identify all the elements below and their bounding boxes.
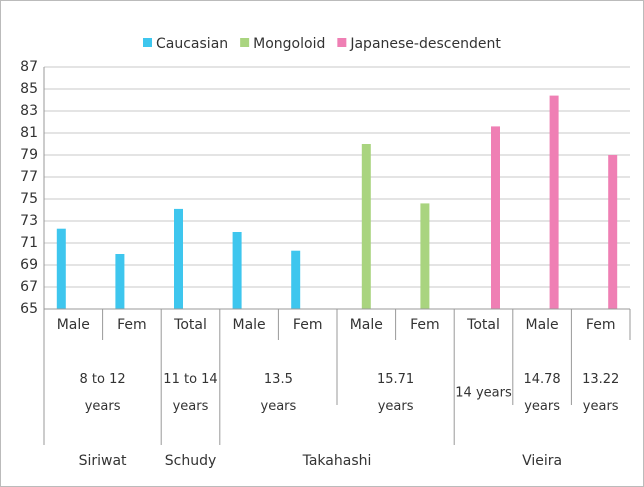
y-tick-label: 79 — [20, 147, 38, 163]
bar — [608, 155, 618, 309]
x-tick-label: Fem — [117, 317, 147, 333]
y-tick-label: 71 — [20, 235, 38, 251]
age-group-label: 13.5 years — [260, 372, 297, 414]
bar — [491, 126, 500, 310]
y-tick-label: 77 — [20, 169, 38, 185]
x-tick-label: Fem — [586, 317, 616, 333]
y-tick-label: 73 — [20, 213, 38, 229]
x-tick-label: Male — [526, 317, 559, 333]
legend-swatch — [143, 38, 152, 47]
y-tick-label: 75 — [20, 191, 38, 207]
age-group-label: 14 years — [455, 385, 512, 401]
legend-label: Caucasian — [156, 36, 228, 52]
legend-swatch — [240, 38, 250, 47]
x-tick-label: Male — [233, 317, 266, 333]
legend-swatch — [337, 38, 347, 47]
age-group-label: 11 to 14 years — [163, 372, 218, 414]
x-tick-label: Total — [173, 317, 207, 333]
x-tick-label: Fem — [410, 317, 440, 333]
bar — [56, 228, 66, 309]
y-tick-label: 81 — [20, 125, 38, 141]
bar — [549, 95, 559, 309]
age-group-label: 15.71 years — [376, 372, 415, 414]
bar — [291, 250, 301, 309]
bar — [232, 232, 242, 309]
study-label: Vieira — [522, 453, 562, 469]
y-tick-label: 83 — [20, 103, 38, 119]
legend-label: Mongoloid — [253, 36, 325, 52]
bar — [420, 203, 430, 309]
study-label: Schudy — [165, 453, 217, 469]
age-group-label: 8 to 12 years — [79, 372, 126, 414]
bar — [361, 144, 371, 309]
age-group-label: 13.22 years — [582, 372, 620, 414]
y-tick-label: 67 — [20, 279, 38, 295]
study-label: Takahashi — [302, 453, 372, 469]
x-tick-label: Male — [350, 317, 383, 333]
legend-label: Japanese-descendent — [349, 36, 501, 52]
x-tick-label: Fem — [293, 317, 323, 333]
y-tick-label: 69 — [20, 257, 38, 273]
study-label: Siriwat — [79, 453, 127, 469]
age-group-label: 14.78 years — [523, 372, 561, 414]
bar — [174, 208, 183, 309]
bar — [115, 254, 125, 309]
y-tick-label: 87 — [20, 59, 38, 75]
y-tick-label: 65 — [20, 301, 38, 317]
y-tick-label: 85 — [20, 81, 38, 97]
x-tick-label: Male — [57, 317, 90, 333]
x-tick-label: Total — [466, 317, 500, 333]
